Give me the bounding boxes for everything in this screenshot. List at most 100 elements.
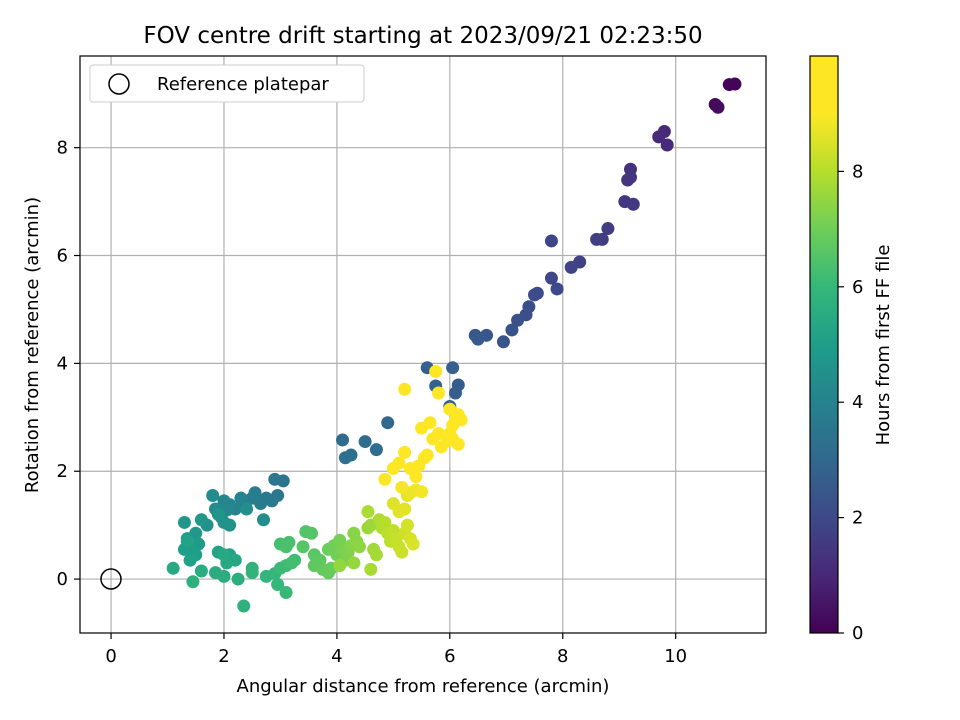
x-tick-label: 6 bbox=[444, 646, 455, 667]
data-point bbox=[333, 559, 347, 573]
data-point bbox=[728, 77, 742, 91]
data-point bbox=[206, 488, 220, 502]
colorbar-label: Hours from first FF file bbox=[873, 245, 894, 446]
reference-platepar-marker bbox=[100, 568, 122, 590]
data-point bbox=[276, 474, 290, 488]
data-point bbox=[471, 332, 485, 346]
data-point bbox=[166, 561, 180, 575]
y-tick-label: 8 bbox=[57, 138, 68, 159]
data-point bbox=[186, 575, 200, 589]
data-point bbox=[432, 426, 446, 440]
data-point bbox=[369, 548, 383, 562]
y-tick-label: 6 bbox=[57, 246, 68, 267]
data-point bbox=[511, 313, 525, 327]
data-point bbox=[398, 502, 412, 516]
data-point bbox=[590, 232, 604, 246]
data-point bbox=[231, 572, 245, 586]
data-point bbox=[245, 566, 259, 580]
data-point bbox=[194, 513, 208, 527]
data-point bbox=[446, 361, 460, 375]
data-point bbox=[279, 540, 293, 554]
y-axis-ticks: 0 2 4 6 8 bbox=[57, 138, 80, 590]
data-point bbox=[398, 382, 412, 396]
data-point bbox=[496, 335, 510, 349]
colorbar-tick-label: 6 bbox=[852, 277, 863, 298]
data-point bbox=[429, 364, 443, 378]
x-tick-label: 10 bbox=[664, 646, 687, 667]
data-point bbox=[240, 502, 254, 516]
data-point bbox=[432, 386, 446, 400]
data-point bbox=[256, 513, 270, 527]
colorbar-tick-label: 4 bbox=[852, 392, 863, 413]
data-point bbox=[621, 173, 635, 187]
colorbar-ticks: 0 2 4 6 8 bbox=[838, 161, 863, 644]
x-axis-ticks: 0 2 4 6 8 10 bbox=[105, 633, 687, 667]
colorbar bbox=[809, 55, 839, 634]
data-point bbox=[369, 443, 383, 457]
data-point bbox=[177, 515, 191, 529]
data-point bbox=[234, 491, 248, 505]
data-point bbox=[564, 260, 578, 274]
x-tick-label: 2 bbox=[218, 646, 229, 667]
data-point bbox=[183, 553, 197, 567]
data-point bbox=[237, 599, 251, 613]
data-point bbox=[626, 197, 640, 211]
data-point bbox=[364, 562, 378, 576]
y-tick-label: 2 bbox=[57, 461, 68, 482]
data-point bbox=[392, 456, 406, 470]
x-tick-label: 4 bbox=[331, 646, 342, 667]
data-point bbox=[336, 433, 350, 447]
y-tick-label: 4 bbox=[57, 353, 68, 374]
data-point bbox=[409, 470, 423, 484]
data-point bbox=[448, 386, 462, 400]
x-tick-label: 8 bbox=[557, 646, 568, 667]
data-point bbox=[544, 271, 558, 285]
chart-title: FOV centre drift starting at 2023/09/21 … bbox=[143, 23, 702, 49]
data-point bbox=[420, 448, 434, 462]
data-point bbox=[601, 222, 615, 236]
data-point bbox=[443, 402, 457, 416]
data-point bbox=[271, 577, 285, 591]
data-point bbox=[378, 515, 392, 529]
legend-label: Reference platepar bbox=[157, 74, 329, 95]
data-point bbox=[423, 416, 437, 430]
plot-frame bbox=[79, 55, 767, 634]
data-point bbox=[381, 416, 395, 430]
data-point bbox=[296, 540, 310, 554]
data-point bbox=[279, 586, 293, 600]
data-point bbox=[395, 545, 409, 559]
data-point bbox=[338, 451, 352, 465]
data-point bbox=[415, 485, 429, 499]
data-point bbox=[446, 432, 460, 446]
data-point bbox=[217, 569, 231, 583]
y-axis-label: Rotation from reference (arcmin) bbox=[22, 197, 43, 493]
data-point bbox=[347, 556, 361, 570]
data-point bbox=[285, 556, 299, 570]
data-point bbox=[406, 537, 420, 551]
legend-marker-icon bbox=[108, 73, 130, 95]
data-point bbox=[223, 518, 237, 532]
colorbar-tick-label: 0 bbox=[852, 623, 863, 644]
data-point bbox=[180, 534, 194, 548]
data-point bbox=[304, 526, 318, 540]
scatter-points bbox=[166, 77, 742, 613]
colorbar-tick-label: 8 bbox=[852, 161, 863, 182]
x-tick-label: 0 bbox=[105, 646, 116, 667]
data-point bbox=[211, 507, 225, 521]
data-point bbox=[454, 413, 468, 427]
data-point bbox=[660, 138, 674, 152]
data-point bbox=[378, 472, 392, 486]
data-point bbox=[194, 564, 208, 578]
data-point bbox=[652, 130, 666, 144]
data-point bbox=[358, 435, 372, 449]
data-point bbox=[544, 234, 558, 248]
data-point bbox=[400, 518, 414, 532]
data-point bbox=[505, 323, 519, 337]
y-tick-label: 0 bbox=[57, 569, 68, 590]
data-point bbox=[361, 505, 375, 519]
data-point bbox=[528, 288, 542, 302]
colorbar-tick-label: 2 bbox=[852, 508, 863, 529]
data-point bbox=[550, 282, 564, 296]
data-point bbox=[352, 540, 366, 554]
